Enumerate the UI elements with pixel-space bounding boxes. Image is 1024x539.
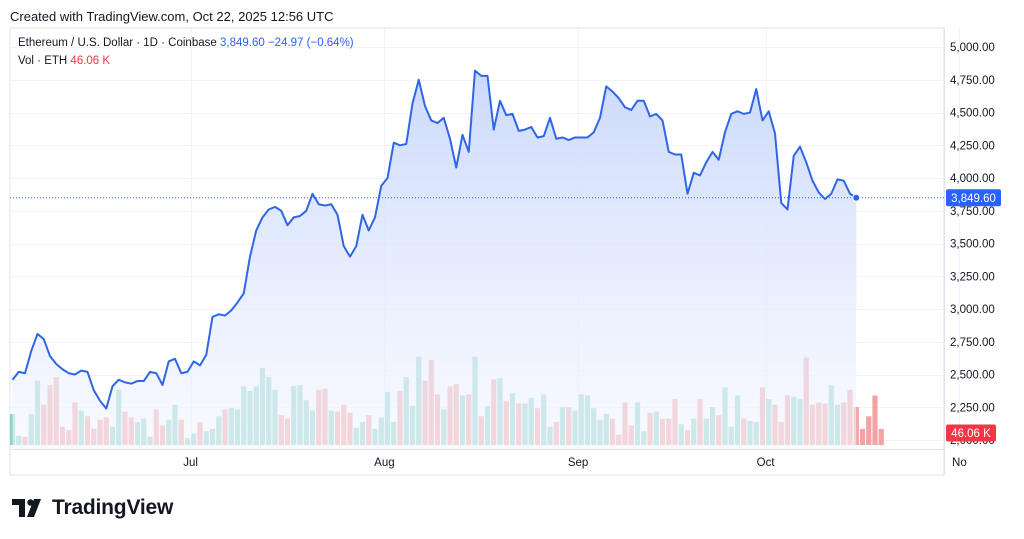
chart-frame bbox=[9, 27, 945, 476]
y-tick-label: 2,500.00 bbox=[950, 370, 995, 382]
y-tick-label: 4,750.00 bbox=[950, 75, 995, 87]
y-tick-label: 3,750.00 bbox=[950, 206, 995, 218]
x-tick-label: No bbox=[952, 457, 967, 469]
last-price-dot bbox=[852, 193, 861, 202]
x-tick-label: Aug bbox=[374, 457, 394, 469]
tradingview-logo[interactable]: TradingView bbox=[12, 494, 173, 522]
y-tick-label: 3,500.00 bbox=[950, 239, 995, 251]
symbol-legend[interactable]: Ethereum / U.S. Dollar · 1D · Coinbase 3… bbox=[18, 37, 354, 49]
volume-bar bbox=[872, 395, 878, 445]
x-tick-label: Oct bbox=[757, 457, 776, 469]
y-tick-label: 2,250.00 bbox=[950, 402, 995, 414]
volume-legend[interactable]: Vol · ETH 46.06 K bbox=[18, 55, 110, 67]
x-tick-label: Jul bbox=[183, 457, 198, 469]
y-tick-label: 2,750.00 bbox=[950, 337, 995, 349]
tradingview-brand: TradingView bbox=[52, 496, 174, 519]
y-tick-label: 4,250.00 bbox=[950, 140, 995, 152]
volume-title: Vol · ETH bbox=[18, 55, 68, 67]
price-change: −24.97 (−0.64%) bbox=[267, 37, 354, 49]
volume-bar bbox=[859, 428, 866, 445]
price-line bbox=[11, 69, 857, 410]
volume-value: 46.06 K bbox=[70, 55, 111, 67]
x-tick-label: Sep bbox=[568, 457, 588, 469]
y-tick-label: 3,250.00 bbox=[950, 271, 995, 283]
price-area bbox=[12, 70, 857, 449]
price-axis[interactable]: 5,000.00 4,750.00 4,500.00 4,250.00 4,000.00… bbox=[950, 42, 995, 447]
price-badge-label: 3,849.60 bbox=[951, 193, 996, 205]
y-tick-label: 3,000.00 bbox=[950, 304, 995, 316]
y-tick-label: 4,500.00 bbox=[950, 108, 995, 120]
chart-credit: Created with TradingView.com, Oct 22, 20… bbox=[10, 9, 334, 24]
symbol-title: Ethereum / U.S. Dollar · 1D · Coinbase bbox=[18, 37, 217, 49]
time-axis[interactable]: Jul Aug Sep Oct No bbox=[183, 457, 967, 469]
volume-bar bbox=[866, 416, 872, 445]
volume-badge-label: 46.06 K bbox=[951, 428, 991, 440]
last-price: 3,849.60 bbox=[219, 37, 265, 49]
tradingview-logo-icon bbox=[12, 499, 41, 517]
volume-bar bbox=[878, 428, 884, 445]
y-tick-label: 5,000.00 bbox=[950, 42, 995, 54]
price-badge: 3,849.60 bbox=[946, 189, 1001, 207]
volume-badge: 46.06 K bbox=[946, 424, 996, 442]
y-tick-label: 4,000.00 bbox=[950, 173, 995, 185]
